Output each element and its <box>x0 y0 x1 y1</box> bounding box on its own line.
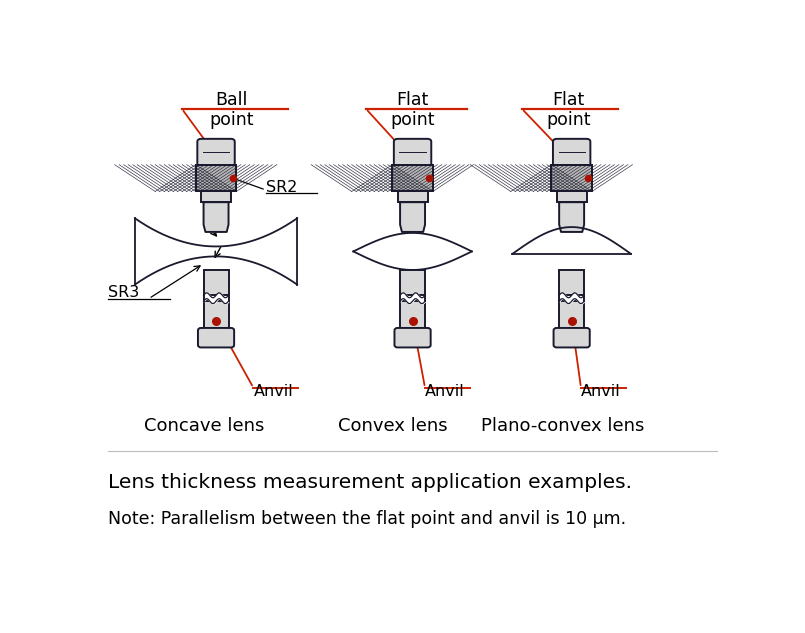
Text: Anvil: Anvil <box>425 384 464 399</box>
Text: Note: Parallelism between the flat point and anvil is 10 μm.: Note: Parallelism between the flat point… <box>108 510 626 528</box>
Text: SR3: SR3 <box>108 285 139 300</box>
Text: Anvil: Anvil <box>254 384 293 399</box>
Polygon shape <box>513 227 631 254</box>
Text: Flat
point: Flat point <box>390 91 435 129</box>
Text: Flat
point: Flat point <box>547 91 591 129</box>
Text: Convex lens: Convex lens <box>338 417 448 435</box>
Text: Lens thickness measurement application examples.: Lens thickness measurement application e… <box>108 473 632 492</box>
Polygon shape <box>559 202 584 232</box>
Bar <box>559 301 584 330</box>
Text: SR2: SR2 <box>266 180 297 194</box>
Bar <box>557 191 587 202</box>
Text: Concave lens: Concave lens <box>144 417 265 435</box>
Text: Plano-convex lens: Plano-convex lens <box>481 417 645 435</box>
Text: Anvil: Anvil <box>581 384 621 399</box>
Bar <box>400 301 425 330</box>
Bar <box>204 301 229 330</box>
Polygon shape <box>135 218 297 285</box>
Polygon shape <box>204 202 229 232</box>
Bar <box>204 270 229 295</box>
FancyBboxPatch shape <box>394 139 431 168</box>
Bar <box>392 165 433 191</box>
Bar <box>398 191 427 202</box>
FancyBboxPatch shape <box>198 328 234 348</box>
FancyBboxPatch shape <box>554 328 590 348</box>
Bar <box>196 165 237 191</box>
Polygon shape <box>353 233 472 270</box>
Bar <box>400 270 425 295</box>
Bar <box>551 165 592 191</box>
FancyBboxPatch shape <box>197 139 235 168</box>
Bar <box>392 165 433 191</box>
Text: Ball
point: Ball point <box>209 91 254 129</box>
Bar <box>551 165 592 191</box>
Bar <box>196 165 237 191</box>
Bar <box>201 191 231 202</box>
FancyBboxPatch shape <box>394 328 431 348</box>
Polygon shape <box>400 202 425 232</box>
Bar <box>559 270 584 295</box>
FancyBboxPatch shape <box>553 139 590 168</box>
